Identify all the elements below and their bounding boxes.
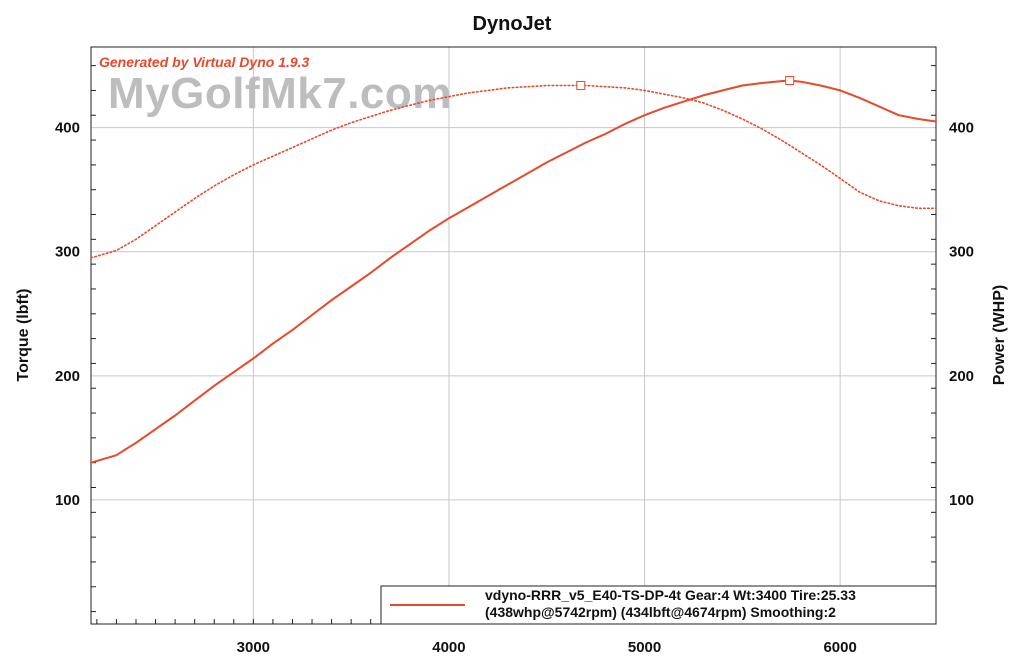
grid <box>91 47 936 624</box>
y-axis-label-right: Power (WHP) <box>991 285 1008 385</box>
y-tick-label-left: 100 <box>55 492 80 509</box>
y-tick-label-right: 300 <box>949 244 974 261</box>
y-tick-label-right: 400 <box>949 120 974 137</box>
y-tick-labels-right: 100 200 300 400 <box>949 120 974 509</box>
y-tick-label-left: 200 <box>55 368 80 385</box>
generated-by-label: Generated by Virtual Dyno 1.9.3 <box>99 54 310 70</box>
y-tick-labels-left: 100 200 300 400 <box>55 120 80 509</box>
torque-peak-marker <box>576 80 586 90</box>
y-tick-label-left: 300 <box>55 244 80 261</box>
power-peak-marker <box>785 76 795 86</box>
chart-title: DynoJet <box>473 13 552 35</box>
torque-curve <box>90 84 937 259</box>
x-tick-label: 4000 <box>432 639 465 656</box>
x-tick-label: 3000 <box>237 639 270 656</box>
x-tick-label: 6000 <box>823 639 856 656</box>
x-tick-labels: 3000 4000 5000 6000 <box>237 639 857 656</box>
minor-ticks <box>91 65 936 624</box>
plot-area-frame <box>90 46 937 625</box>
series <box>90 79 937 464</box>
legend-box <box>380 585 937 625</box>
x-tick-label: 5000 <box>628 639 661 656</box>
y-axis-label-left: Torque (lbft) <box>15 288 32 381</box>
power-curve <box>90 79 937 464</box>
peak-markers <box>576 76 795 90</box>
legend: vdyno-RRR_v5_E40-TS-DP-4t Gear:4 Wt:3400… <box>380 585 937 625</box>
watermark-text: MyGolfMk7.com <box>108 69 452 118</box>
y-tick-label-left: 400 <box>55 120 80 137</box>
y-tick-label-right: 200 <box>949 368 974 385</box>
legend-text-line-2: (438whp@5742rpm) (434lbft@4674rpm) Smoot… <box>485 604 836 620</box>
legend-text-line-1: vdyno-RRR_v5_E40-TS-DP-4t Gear:4 Wt:3400… <box>485 587 856 603</box>
y-tick-label-right: 100 <box>949 492 974 509</box>
